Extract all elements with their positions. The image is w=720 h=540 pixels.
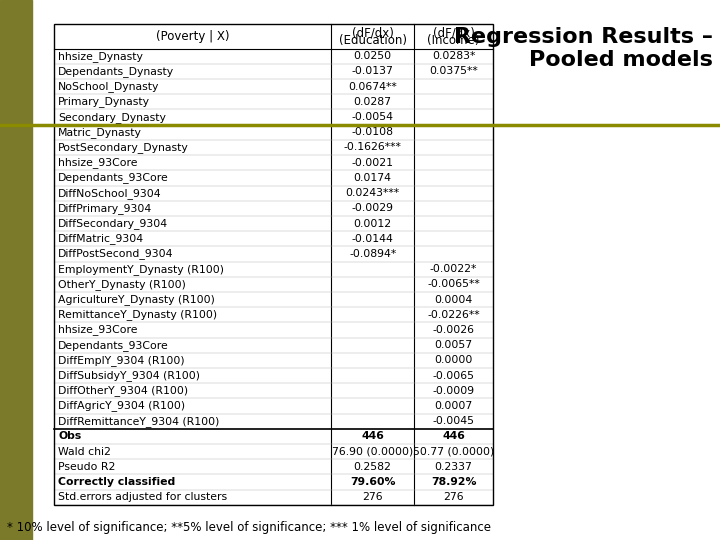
Text: 0.2337: 0.2337	[435, 462, 472, 472]
Text: DiffEmplY_9304 (R100): DiffEmplY_9304 (R100)	[58, 355, 185, 366]
Text: Correctly classified: Correctly classified	[58, 477, 176, 487]
Text: 0.0283*: 0.0283*	[432, 51, 475, 61]
Text: 0.0000: 0.0000	[434, 355, 473, 366]
Text: hhsize_93Core: hhsize_93Core	[58, 157, 138, 168]
Text: -0.0144: -0.0144	[351, 234, 394, 244]
Text: DiffAgricY_9304 (R100): DiffAgricY_9304 (R100)	[58, 401, 186, 411]
Text: 276: 276	[444, 492, 464, 502]
Text: OtherY_Dynasty (R100): OtherY_Dynasty (R100)	[58, 279, 186, 290]
Text: -0.0021: -0.0021	[351, 158, 394, 168]
Text: -0.0894*: -0.0894*	[349, 249, 396, 259]
Text: -0.0029: -0.0029	[351, 204, 394, 213]
Text: NoSchool_Dynasty: NoSchool_Dynasty	[58, 81, 160, 92]
Text: 276: 276	[362, 492, 383, 502]
Text: -0.0045: -0.0045	[433, 416, 474, 426]
Text: -0.0065**: -0.0065**	[427, 279, 480, 289]
Text: Wald chi2: Wald chi2	[58, 447, 111, 457]
Text: Dependants_93Core: Dependants_93Core	[58, 172, 169, 184]
Text: Obs: Obs	[58, 431, 81, 442]
Text: 0.0287: 0.0287	[354, 97, 392, 107]
Text: -0.0137: -0.0137	[351, 66, 394, 77]
Text: Dependants_93Core: Dependants_93Core	[58, 340, 169, 350]
Text: -0.0065: -0.0065	[433, 370, 474, 381]
Text: 0.0057: 0.0057	[435, 340, 472, 350]
Text: (dF/dx): (dF/dx)	[351, 26, 394, 39]
Text: (Poverty | X): (Poverty | X)	[156, 30, 230, 43]
Text: -0.0108: -0.0108	[351, 127, 394, 137]
Text: -0.1626***: -0.1626***	[343, 143, 402, 152]
Text: AgricultureY_Dynasty (R100): AgricultureY_Dynasty (R100)	[58, 294, 215, 305]
Text: 0.0174: 0.0174	[354, 173, 392, 183]
Text: Secondary_Dynasty: Secondary_Dynasty	[58, 112, 166, 123]
Text: 76.90 (0.0000): 76.90 (0.0000)	[332, 447, 413, 457]
Text: 79.60%: 79.60%	[350, 477, 395, 487]
Text: 0.0243***: 0.0243***	[346, 188, 400, 198]
Text: DiffRemittanceY_9304 (R100): DiffRemittanceY_9304 (R100)	[58, 416, 220, 427]
Text: 0.0012: 0.0012	[354, 219, 392, 228]
Text: 78.92%: 78.92%	[431, 477, 477, 487]
Text: hhsize_Dynasty: hhsize_Dynasty	[58, 51, 143, 62]
Text: Primary_Dynasty: Primary_Dynasty	[58, 97, 150, 107]
Text: RemittanceY_Dynasty (R100): RemittanceY_Dynasty (R100)	[58, 309, 217, 320]
Text: Matric_Dynasty: Matric_Dynasty	[58, 127, 142, 138]
Text: DiffPrimary_9304: DiffPrimary_9304	[58, 203, 153, 214]
Text: 0.0007: 0.0007	[434, 401, 473, 411]
Text: DiffOtherY_9304 (R100): DiffOtherY_9304 (R100)	[58, 386, 189, 396]
Text: -0.0226**: -0.0226**	[427, 310, 480, 320]
Text: -0.0026: -0.0026	[433, 325, 474, 335]
Text: (Education): (Education)	[338, 34, 407, 47]
Text: * 10% level of significance; **5% level of significance; *** 1% level of signifi: * 10% level of significance; **5% level …	[7, 521, 491, 534]
Text: DiffNoSchool_9304: DiffNoSchool_9304	[58, 188, 162, 199]
Text: -0.0009: -0.0009	[433, 386, 474, 396]
Text: Dependants_Dynasty: Dependants_Dynasty	[58, 66, 174, 77]
Text: -0.0054: -0.0054	[351, 112, 394, 122]
Text: 0.2582: 0.2582	[354, 462, 392, 472]
Text: 50.77 (0.0000): 50.77 (0.0000)	[413, 447, 494, 457]
Text: DiffPostSecond_9304: DiffPostSecond_9304	[58, 248, 174, 259]
Text: -0.0022*: -0.0022*	[430, 264, 477, 274]
Text: hhsize_93Core: hhsize_93Core	[58, 325, 138, 335]
Text: 446: 446	[442, 431, 465, 442]
Text: 0.0250: 0.0250	[354, 51, 392, 61]
Text: Pseudo R2: Pseudo R2	[58, 462, 116, 472]
Text: 0.0004: 0.0004	[434, 295, 473, 305]
Text: 0.0674**: 0.0674**	[348, 82, 397, 92]
Text: (dF/dx): (dF/dx)	[433, 26, 474, 39]
Text: DiffMatric_9304: DiffMatric_9304	[58, 233, 145, 244]
Text: 446: 446	[361, 431, 384, 442]
Text: 0.0375**: 0.0375**	[429, 66, 478, 77]
Text: DiffSubsidyY_9304 (R100): DiffSubsidyY_9304 (R100)	[58, 370, 200, 381]
Text: Regression Results –
Pooled models: Regression Results – Pooled models	[454, 27, 713, 70]
Text: Std.errors adjusted for clusters: Std.errors adjusted for clusters	[58, 492, 228, 502]
Text: PostSecondary_Dynasty: PostSecondary_Dynasty	[58, 142, 189, 153]
Text: EmploymentY_Dynasty (R100): EmploymentY_Dynasty (R100)	[58, 264, 225, 275]
Text: DiffSecondary_9304: DiffSecondary_9304	[58, 218, 168, 229]
Text: (Income): (Income)	[428, 34, 480, 47]
